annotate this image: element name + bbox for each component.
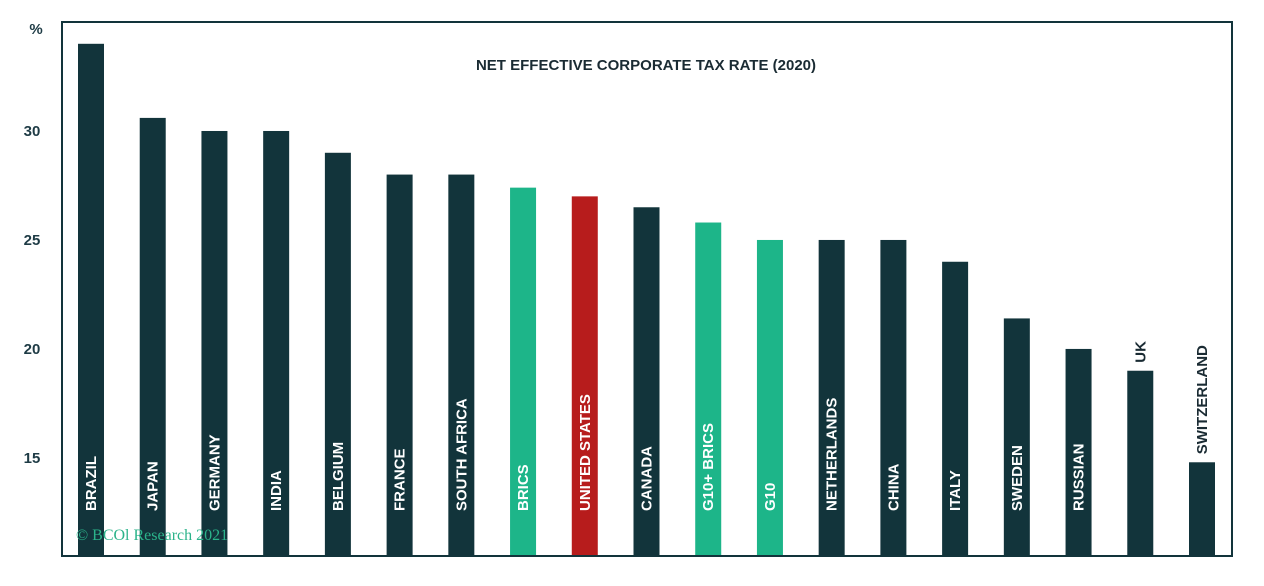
bar-label: NETHERLANDS [824, 398, 841, 511]
bar-label: INDIA [268, 470, 285, 511]
credit-text: © BCOl Research 2021 [76, 527, 228, 544]
bar-label: SWITZERLAND [1194, 345, 1211, 454]
bar [448, 174, 475, 556]
bar [1003, 318, 1030, 555]
y-tick-label: 15 [24, 450, 41, 467]
bar [510, 187, 537, 555]
bar [880, 239, 907, 556]
bar [386, 174, 413, 556]
bar [695, 222, 722, 555]
bar [756, 239, 783, 556]
y-tick-label: 25 [24, 232, 41, 249]
bar-label: BRICS [515, 464, 532, 511]
bar-label: CANADA [639, 446, 656, 511]
y-tick-label: 20 [24, 341, 41, 358]
bar [571, 196, 598, 555]
bar-label: SWEDEN [1009, 445, 1026, 511]
bar-label: BRAZIL [83, 456, 100, 511]
y-tick-label: 30 [24, 123, 41, 140]
bar-label: BELGIUM [330, 442, 347, 511]
chart-title: NET EFFECTIVE CORPORATE TAX RATE (2020) [476, 57, 816, 74]
bar-label: G10 [762, 483, 779, 511]
bar [201, 130, 228, 555]
bar-label: JAPAN [145, 461, 162, 511]
bar [1127, 370, 1154, 555]
bar [78, 43, 104, 555]
bar [139, 117, 166, 555]
bar-label: UNITED STATES [577, 394, 594, 511]
bar [942, 261, 969, 555]
bar-label: FRANCE [392, 449, 409, 512]
bar-label: GERMANY [206, 434, 223, 511]
bar [818, 239, 845, 556]
bar-label: RUSSIAN [1071, 443, 1088, 511]
bar-label: G10+ BRICS [700, 423, 717, 511]
plot-frame [61, 21, 1233, 557]
bar-label: CHINA [885, 463, 902, 511]
bar [1065, 348, 1092, 555]
bar-label: ITALY [947, 470, 964, 511]
bar [263, 130, 290, 555]
bar [324, 152, 351, 555]
bar-label: UK [1132, 341, 1149, 363]
bar [633, 207, 660, 555]
bar-label: SOUTH AFRICA [453, 398, 470, 511]
bar [1189, 462, 1215, 555]
y-axis-unit-label: % [29, 21, 42, 38]
